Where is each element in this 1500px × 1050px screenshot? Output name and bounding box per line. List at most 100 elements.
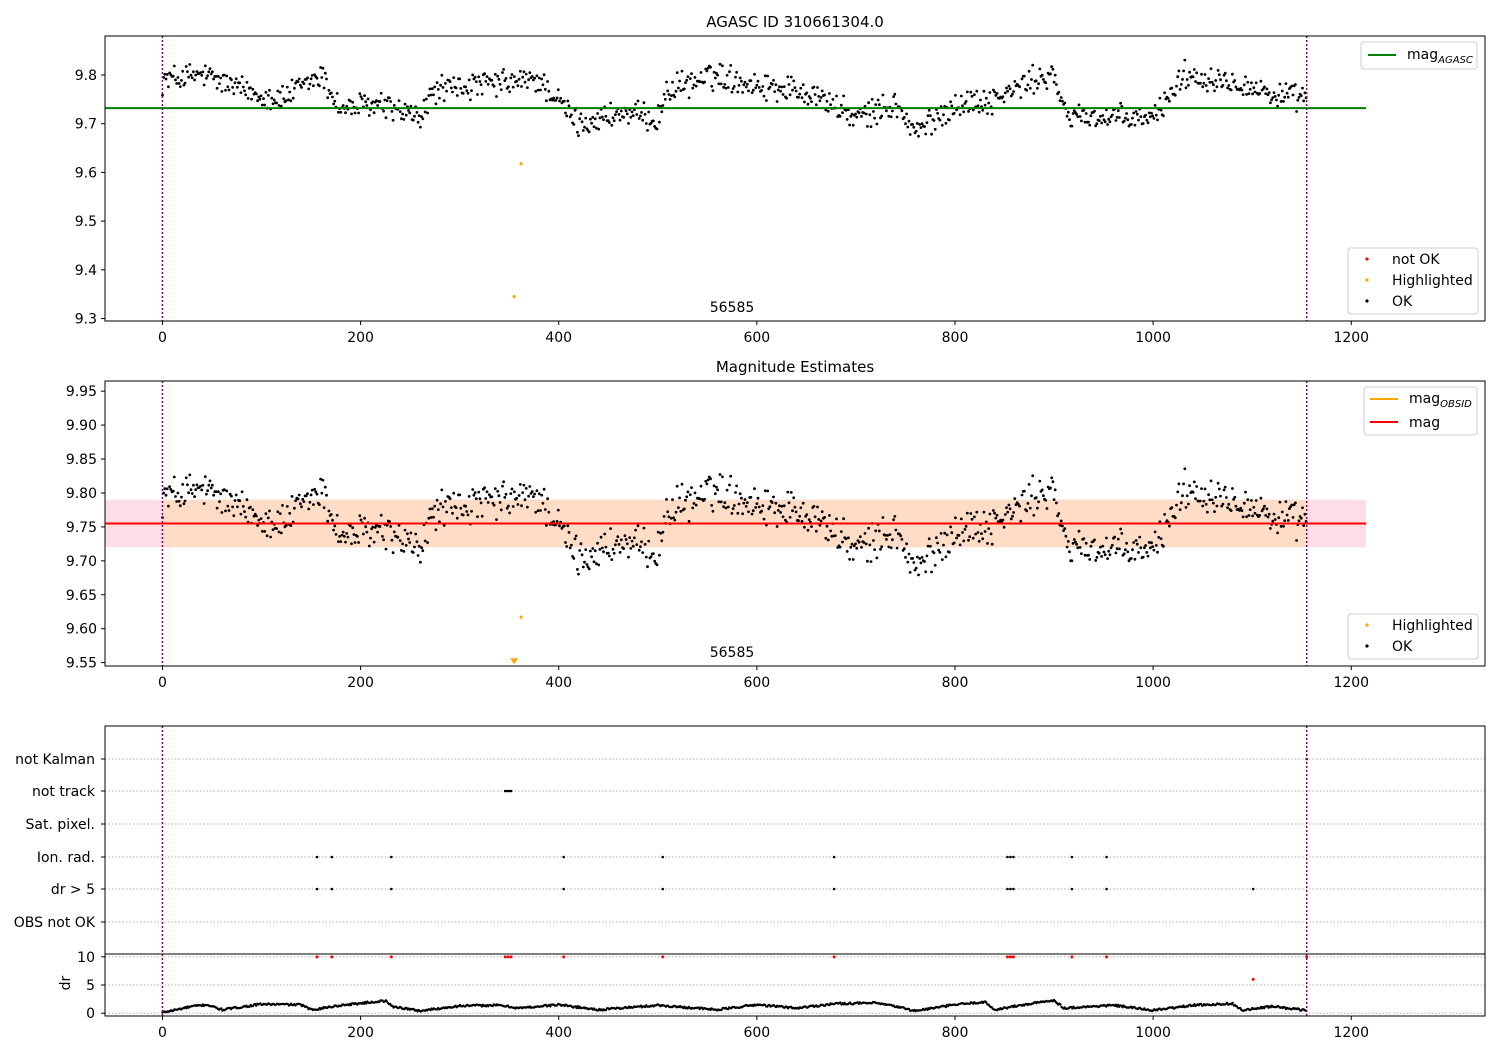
ok-point [262,97,265,100]
ok-point [750,512,754,516]
ok-point [926,544,930,548]
ok-point [690,486,693,489]
ok-point [492,84,496,88]
ok-point [709,477,712,481]
ok-point [779,89,782,93]
ok-point [539,88,542,92]
ok-point [492,503,496,507]
x-tick-label: 0 [158,330,167,346]
ok-point [1253,90,1257,94]
ok-point [551,98,554,102]
legend-mag-agasc-label: mag [1407,47,1438,63]
ok-point [539,509,542,512]
ok-point [449,506,453,509]
ok-point [599,535,603,539]
ok-point [703,497,706,501]
ok-point [1231,72,1234,76]
panel2-legend-top: magOBSID mag [1363,386,1478,436]
ok-point [363,516,366,520]
ok-point [760,89,763,92]
ok-point [279,531,283,535]
ok-point [293,86,296,90]
ok-point [818,523,822,527]
legend2-ok-marker [1365,644,1369,648]
ok-point [773,90,777,93]
ok-point [1179,83,1183,86]
ok-point [1156,550,1159,554]
ok-point [193,78,197,82]
dr-point [576,1005,579,1008]
ok-point [1099,545,1102,549]
ok-point [906,560,910,564]
ok-point [1044,81,1048,85]
ok-point [1118,116,1121,119]
ok-point [774,83,778,87]
ok-point [755,83,759,87]
ok-point [581,565,585,569]
ok-point [892,518,895,522]
ok-point [1095,122,1099,126]
ok-point [461,513,465,517]
ok-point [863,532,867,535]
ok-point [760,509,763,513]
ok-point [259,94,263,98]
ok-point [421,117,425,121]
ok-point [939,532,943,535]
ok-point [281,504,284,507]
ok-point [920,122,924,126]
ok-point [1173,93,1177,97]
ok-point [545,99,548,103]
ok-point [1282,524,1285,528]
ok-point [775,525,779,528]
ok-point [1295,539,1298,542]
ok-point [1071,541,1075,545]
ok-point [1080,552,1083,555]
ok-point [958,543,962,547]
ok-point [912,561,916,564]
highlighted-point [519,615,523,619]
ok-point [745,82,749,86]
ok-point [797,95,800,99]
ok-point [616,535,620,539]
ok-point [1297,96,1301,99]
ok-point [1109,546,1113,550]
x-tick-label: 1000 [1135,675,1171,691]
ok-point [1241,93,1245,96]
ok-point [484,497,488,500]
ok-point [199,71,202,74]
ok-point [241,505,245,508]
ok-point [510,487,514,491]
ok-point [819,96,823,99]
ok-point [1106,557,1109,560]
ok-point [867,101,870,105]
ok-point [452,76,456,79]
ok-point [1209,479,1213,483]
dr-outlier-point [1105,955,1109,959]
ok-point [413,114,416,118]
ok-point [264,90,268,94]
ok-point [618,118,622,122]
ok-point [214,490,218,493]
ok-point [1094,559,1098,562]
ok-point [589,117,592,121]
ok-point [190,76,194,80]
ok-point [384,547,388,551]
ok-point [1184,506,1188,509]
ok-point [963,102,967,105]
ok-point [792,79,796,83]
ok-point [952,541,956,545]
ok-point [687,519,691,523]
ok-point [1240,509,1244,512]
ok-point [1114,119,1118,122]
ok-point [541,83,545,87]
ok-point [763,489,767,493]
ok-point [835,94,838,98]
ok-point [1279,525,1283,528]
ok-point [644,555,648,559]
ok-point [313,487,316,491]
ok-point [195,483,199,487]
ok-point [880,114,884,118]
ok-point [423,539,427,543]
ok-point [1114,551,1118,555]
ok-point [1126,550,1130,554]
